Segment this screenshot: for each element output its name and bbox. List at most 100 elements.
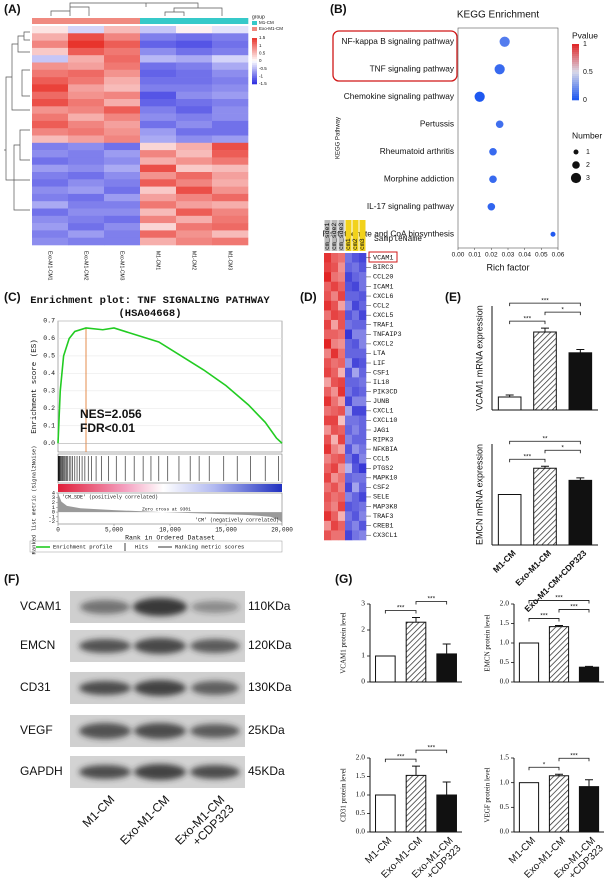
heat-cell: [359, 463, 367, 474]
x-tick-label: 15,000: [215, 527, 237, 534]
heat-cell: [359, 492, 367, 503]
significance-label: ***: [570, 752, 578, 759]
colorbar-tick: -1: [259, 74, 263, 79]
heat-cell: [352, 281, 360, 292]
heat-cell: [176, 186, 213, 195]
y-axis-label: VEGF protein level: [484, 767, 492, 822]
colorbar-step: [572, 58, 579, 61]
heat-cell: [140, 113, 177, 122]
colorbar-step: [572, 70, 579, 73]
heat-cell: [359, 482, 367, 493]
chart-title: KEGG Enrichment: [457, 10, 539, 21]
colorbar-tick: 0: [583, 97, 587, 104]
heat-cell: [140, 172, 177, 180]
heat-cell: [140, 62, 177, 71]
heat-cell: [359, 425, 367, 436]
heat-cell: [359, 530, 367, 541]
heat-cell: [359, 310, 367, 321]
colorbar-step: [252, 39, 257, 43]
heat-cell: [331, 473, 339, 483]
significance-label: ***: [397, 753, 405, 760]
heat-cell: [345, 463, 353, 474]
y-tick-label: 0.5: [43, 353, 55, 360]
colorbar-step: [252, 51, 257, 54]
row-label: MAPK10: [373, 475, 397, 483]
heat-cell: [212, 179, 249, 187]
y-tick-label: 0.4: [43, 370, 55, 377]
heat-cell: [32, 33, 69, 41]
heat-cell: [68, 164, 105, 173]
heat-cell: [359, 348, 367, 359]
legend-title: SampleName: [374, 235, 422, 244]
heat-cell: [352, 530, 360, 541]
row-label: CXCL2: [373, 341, 393, 349]
colorbar-step: [252, 76, 257, 79]
heat-cell: [176, 26, 213, 34]
colorbar-step: [252, 38, 257, 41]
significance-label: ***: [555, 595, 563, 602]
heat-cell: [32, 120, 69, 129]
heat-cell: [338, 444, 346, 455]
y-tick-label: Rheumatoid arthritis: [380, 146, 454, 156]
bar: [548, 626, 570, 683]
column-label: cm_sde2: [331, 223, 338, 250]
heat-cell: [352, 319, 360, 330]
bubble: [474, 91, 485, 102]
heat-cell: [338, 291, 346, 302]
size-key: [570, 172, 582, 184]
heat-cell: [324, 463, 332, 474]
heat-cell: [338, 396, 346, 407]
x-tick-label: 0.06: [552, 252, 565, 259]
heat-cell: [68, 33, 105, 41]
heat-cell: [345, 367, 353, 378]
y-tick-label: 0.5: [356, 808, 366, 817]
size-key: [572, 161, 580, 169]
heat-cell: [32, 91, 69, 100]
heat-cell: [359, 473, 367, 483]
heat-cell: [345, 329, 353, 340]
error-bar: [576, 477, 585, 481]
heat-cell: [212, 172, 249, 180]
heat-cell: [176, 106, 213, 114]
heat-cell: [104, 215, 141, 224]
heat-cell: [140, 223, 177, 231]
heat-cell: [331, 482, 339, 493]
heat-cell: [324, 425, 332, 436]
heat-cell: [352, 348, 360, 359]
y-tick-label: 1: [361, 651, 365, 660]
heat-cell: [176, 172, 213, 180]
heat-cell: [338, 262, 346, 273]
error-bar: [585, 665, 593, 668]
y-tick-label: 0: [361, 677, 365, 686]
colorbar-step: [252, 66, 257, 69]
heat-cell: [68, 55, 105, 63]
heat-cell: [352, 272, 360, 282]
heat-cell: [104, 40, 141, 49]
heat-cell: [324, 501, 332, 512]
y-tick-label: 3: [52, 494, 55, 501]
heat-cell: [104, 186, 141, 195]
y-tick-label: -2: [48, 518, 55, 525]
heat-cell: [345, 444, 353, 455]
x-tick-label: 10,000: [159, 527, 181, 534]
colorbar-step: [572, 72, 579, 75]
colorbar-step: [572, 92, 579, 95]
x-tick-label: 0.02: [485, 252, 498, 259]
heat-cell: [176, 142, 213, 151]
heat-cell: [352, 482, 360, 493]
row-label: CXCL5: [373, 312, 393, 320]
panel-label: (B): [330, 2, 347, 16]
heat-cell: [32, 179, 69, 187]
x-tick-label: 0.03: [502, 252, 515, 259]
row-label: CSF1: [373, 369, 389, 377]
colorbar-step: [572, 44, 579, 47]
legend-label: Hits: [135, 543, 148, 550]
heat-cell: [104, 69, 141, 78]
heat-cell: [212, 77, 249, 85]
colorbar-step: [572, 74, 579, 77]
legend-swatch: [252, 21, 257, 25]
colorbar-step: [252, 49, 257, 52]
heat-cell: [324, 339, 332, 349]
significance-label: **: [542, 435, 548, 442]
y-tick-label: 2: [52, 499, 55, 506]
